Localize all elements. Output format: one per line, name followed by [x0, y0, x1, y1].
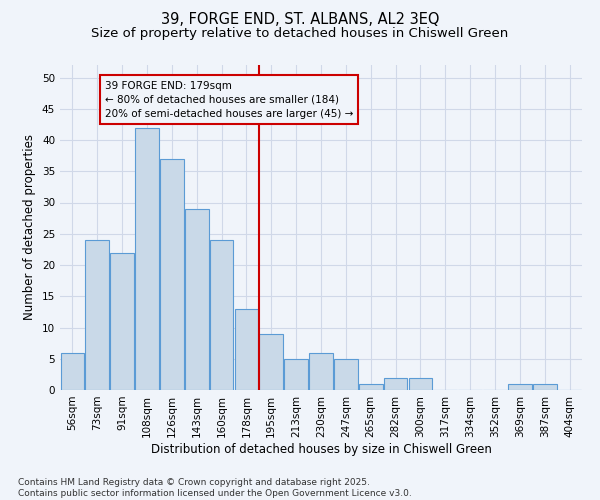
Y-axis label: Number of detached properties: Number of detached properties — [23, 134, 37, 320]
Bar — [309, 352, 333, 390]
X-axis label: Distribution of detached houses by size in Chiswell Green: Distribution of detached houses by size … — [151, 442, 491, 456]
Bar — [185, 209, 209, 390]
Bar — [110, 252, 134, 390]
Bar — [85, 240, 109, 390]
Bar — [359, 384, 383, 390]
Bar — [61, 352, 84, 390]
Bar — [384, 378, 407, 390]
Text: 39 FORGE END: 179sqm
← 80% of detached houses are smaller (184)
20% of semi-deta: 39 FORGE END: 179sqm ← 80% of detached h… — [105, 80, 353, 118]
Bar — [334, 359, 358, 390]
Bar — [160, 159, 184, 390]
Bar — [235, 308, 258, 390]
Bar — [409, 378, 432, 390]
Bar — [210, 240, 233, 390]
Bar — [284, 359, 308, 390]
Text: 39, FORGE END, ST. ALBANS, AL2 3EQ: 39, FORGE END, ST. ALBANS, AL2 3EQ — [161, 12, 439, 28]
Text: Contains HM Land Registry data © Crown copyright and database right 2025.
Contai: Contains HM Land Registry data © Crown c… — [18, 478, 412, 498]
Text: Size of property relative to detached houses in Chiswell Green: Size of property relative to detached ho… — [91, 28, 509, 40]
Bar — [508, 384, 532, 390]
Bar — [259, 334, 283, 390]
Bar — [533, 384, 557, 390]
Bar — [135, 128, 159, 390]
